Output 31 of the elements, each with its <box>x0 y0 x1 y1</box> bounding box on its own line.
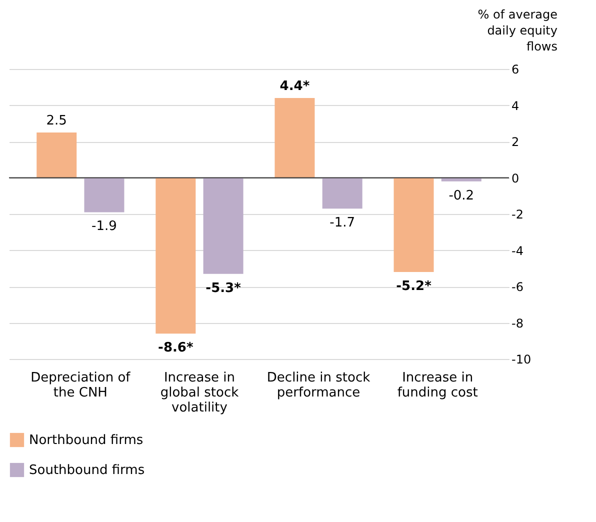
bar <box>394 178 434 272</box>
data-label: -5.2* <box>396 279 432 294</box>
y-tick-label: 6 <box>512 62 520 76</box>
bar <box>274 98 315 178</box>
y-tick-label: -6 <box>512 280 524 294</box>
y-tick-label: -8 <box>512 316 524 330</box>
x-tick-label: Decline in stock performance <box>266 370 371 400</box>
legend-label: Southbound firms <box>29 463 145 478</box>
data-label: -1.9 <box>92 219 117 234</box>
bar <box>156 178 196 334</box>
y-tick-label: 0 <box>512 171 520 186</box>
data-label: -8.6* <box>158 340 194 356</box>
data-label: -0.2 <box>448 188 474 204</box>
bar <box>322 178 362 209</box>
data-label: 2.5 <box>46 113 67 128</box>
x-tick-label: Increase in global stock volatility <box>160 370 240 416</box>
y-tick-label: -10 <box>512 352 532 366</box>
y-tick-label: -2 <box>512 208 524 222</box>
bar <box>36 132 77 178</box>
y-tick-label: 4 <box>512 98 520 113</box>
y-axis-title: % of average daily equity flows <box>478 8 558 54</box>
data-label: -5.3* <box>206 280 242 296</box>
y-tick-label: 2 <box>512 135 520 149</box>
bar <box>203 178 244 274</box>
data-label: 4.4* <box>280 79 310 94</box>
y-tick-label: -4 <box>512 244 524 258</box>
x-tick-label: Depreciation of the CNH <box>30 370 131 400</box>
x-tick-label: Increase in funding cost <box>397 370 478 400</box>
bar <box>84 178 124 212</box>
data-label: -1.7 <box>330 216 356 231</box>
legend-label: Northbound firms <box>29 433 144 448</box>
